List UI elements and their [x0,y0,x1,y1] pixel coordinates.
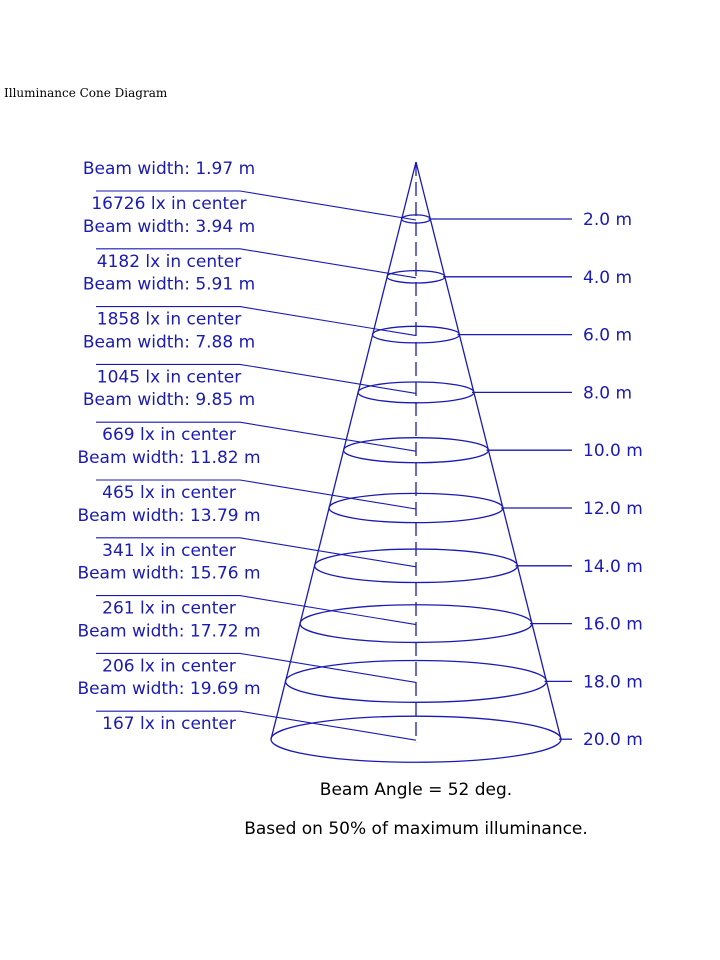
center-illuminance-label: 1045 lx in center [97,367,241,387]
distance-label: 10.0 m [583,441,643,461]
center-illuminance-label: 341 lx in center [102,541,236,561]
page-title: Illuminance Cone Diagram [4,86,168,100]
beam-width-label: Beam width: 7.88 m [83,332,255,352]
beam-leader-line [96,595,417,626]
beam-width-label: Beam width: 15.76 m [77,564,260,584]
beam-width-label: Beam width: 19.69 m [77,679,260,699]
cone [270,161,562,763]
beam-leader-line [96,710,417,741]
beam-width-label: Beam width: 13.79 m [77,506,260,526]
distance-label: 18.0 m [583,672,643,692]
beam-ellipse [400,214,432,224]
center-illuminance-label: 261 lx in center [102,599,236,619]
beam-leader-line [96,537,417,568]
center-illuminance-label: 16726 lx in center [91,194,246,214]
distance-label: 14.0 m [583,557,643,577]
distance-label: 4.0 m [583,268,632,288]
beam-width-label: Beam width: 9.85 m [83,390,255,410]
beam-leader-line [96,363,417,394]
beam-leader-line [96,248,417,279]
beam-leader-line [96,306,417,337]
beam-leader-line [96,421,417,452]
basis-note: Based on 50% of maximum illuminance. [244,819,588,839]
beam-leader-line [96,652,417,683]
beam-leader-line [96,479,417,510]
distance-label: 12.0 m [583,499,643,519]
distance-label: 20.0 m [583,730,643,750]
beam-leader-line [96,190,417,221]
center-illuminance-label: 206 lx in center [102,656,236,676]
center-illuminance-label: 669 lx in center [102,425,236,445]
distance-label: 2.0 m [583,210,632,230]
distance-label: 8.0 m [583,383,632,403]
center-illuminance-label: 167 lx in center [102,714,236,734]
distance-label: 16.0 m [583,615,643,635]
beam-angle-label: Beam Angle = 52 deg. [320,780,512,800]
beam-width-label: Beam width: 11.82 m [77,448,260,468]
distance-label: 6.0 m [583,326,632,346]
beam-width-label: Beam width: 1.97 m [83,159,255,179]
level-labels: 2.0 m Beam width: 1.97 m 16726 lx in cente… [77,159,642,750]
beam-width-label: Beam width: 5.91 m [83,275,255,295]
beam-width-label: Beam width: 17.72 m [77,621,260,641]
beam-width-label: Beam width: 3.94 m [83,217,255,237]
center-illuminance-label: 4182 lx in center [97,252,241,272]
center-illuminance-label: 465 lx in center [102,483,236,503]
center-illuminance-label: 1858 lx in center [97,310,241,330]
